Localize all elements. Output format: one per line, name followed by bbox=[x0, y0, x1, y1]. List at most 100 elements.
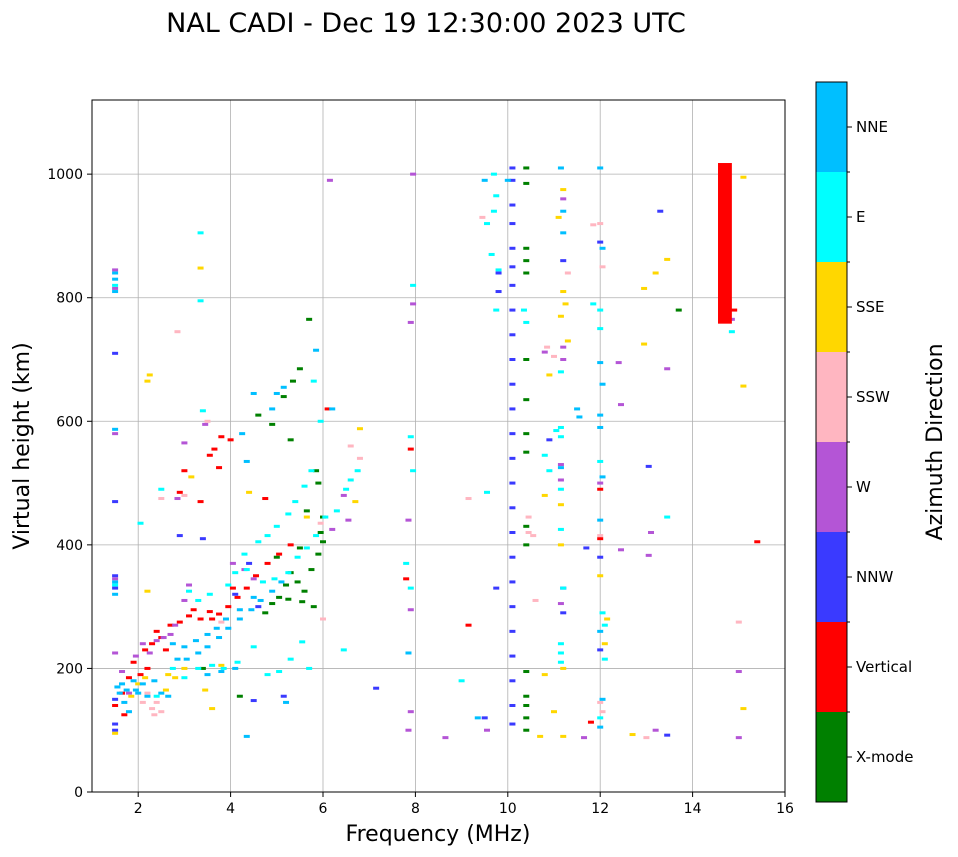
point-e bbox=[273, 524, 280, 528]
point-e bbox=[557, 435, 564, 439]
point-nnw bbox=[493, 586, 500, 590]
point-nne bbox=[130, 679, 137, 683]
point-ssw bbox=[590, 223, 597, 227]
point-nne bbox=[116, 691, 123, 695]
point-x-mode bbox=[269, 602, 276, 606]
colorbar-segment-sse bbox=[816, 262, 847, 352]
y-tick-label: 600 bbox=[56, 414, 83, 430]
x-axis-label: Frequency (MHz) bbox=[346, 822, 531, 847]
point-nnw bbox=[657, 209, 664, 213]
point-nne bbox=[283, 700, 290, 704]
point-nnw bbox=[255, 605, 262, 609]
point-e bbox=[553, 429, 560, 433]
point-ssw bbox=[530, 534, 537, 538]
point-vertical bbox=[264, 561, 271, 565]
point-nne bbox=[280, 385, 287, 389]
point-w bbox=[557, 463, 564, 467]
point-sse bbox=[188, 475, 195, 479]
point-e bbox=[225, 583, 232, 587]
point-nnw bbox=[509, 382, 516, 386]
point-sse bbox=[560, 290, 567, 294]
point-e bbox=[271, 577, 278, 581]
point-sse bbox=[146, 373, 153, 377]
point-x-mode bbox=[294, 580, 301, 584]
point-ssw bbox=[144, 691, 151, 695]
point-w bbox=[340, 493, 347, 497]
point-vertical bbox=[754, 540, 761, 544]
point-x-mode bbox=[315, 552, 322, 556]
point-nne bbox=[204, 632, 211, 636]
point-e bbox=[407, 586, 414, 590]
point-w bbox=[560, 197, 567, 201]
y-axis-label: Virtual height (km) bbox=[10, 342, 35, 549]
point-w bbox=[167, 632, 174, 636]
point-sse bbox=[165, 673, 172, 677]
point-w bbox=[541, 350, 548, 354]
point-x-mode bbox=[523, 166, 530, 170]
point-sse bbox=[303, 515, 310, 519]
colorbar-segment-e bbox=[816, 172, 847, 262]
point-e bbox=[195, 666, 202, 670]
point-ssw bbox=[139, 700, 146, 704]
data-points bbox=[112, 163, 761, 740]
point-vertical bbox=[287, 543, 294, 547]
point-vertical bbox=[206, 610, 213, 614]
point-nne bbox=[213, 626, 220, 630]
point-x-mode bbox=[523, 450, 530, 454]
point-nne bbox=[119, 682, 126, 686]
colorbar-segment-x-mode bbox=[816, 712, 847, 802]
point-nne bbox=[597, 413, 604, 417]
point-nnw bbox=[250, 699, 257, 703]
point-x-mode bbox=[306, 317, 313, 321]
point-nne bbox=[222, 617, 229, 621]
point-nnw bbox=[509, 203, 516, 207]
colorbar-label-nne: NNE bbox=[856, 118, 888, 136]
point-e bbox=[403, 561, 410, 565]
point-nne bbox=[236, 608, 243, 612]
point-ssw bbox=[544, 345, 551, 349]
point-nnw bbox=[199, 537, 206, 541]
point-nnw bbox=[509, 265, 516, 269]
point-w bbox=[119, 670, 126, 674]
point-sse bbox=[560, 734, 567, 738]
point-sse bbox=[181, 666, 188, 670]
point-e bbox=[493, 194, 500, 198]
point-nne bbox=[216, 636, 223, 640]
point-sse bbox=[629, 733, 636, 737]
point-nnw bbox=[509, 722, 516, 726]
point-e bbox=[347, 478, 354, 482]
point-sse bbox=[352, 500, 359, 504]
point-w bbox=[410, 302, 417, 306]
point-x-mode bbox=[523, 398, 530, 402]
point-ssw bbox=[525, 515, 532, 519]
point-w bbox=[326, 178, 333, 182]
point-nne bbox=[195, 651, 202, 655]
point-sse bbox=[597, 574, 604, 578]
point-e bbox=[209, 663, 216, 667]
point-e bbox=[243, 568, 250, 572]
point-nne bbox=[243, 734, 250, 738]
point-nnw bbox=[509, 178, 516, 182]
colorbar-label-x-mode: X-mode bbox=[856, 748, 913, 766]
point-ssw bbox=[347, 444, 354, 448]
point-nnw bbox=[112, 722, 119, 726]
point-x-mode bbox=[236, 694, 243, 698]
point-sse bbox=[560, 188, 567, 192]
point-nne bbox=[269, 589, 276, 593]
point-vertical bbox=[181, 469, 188, 473]
point-nne bbox=[248, 608, 255, 612]
point-e bbox=[333, 509, 340, 513]
point-e bbox=[153, 694, 160, 698]
point-nnw bbox=[112, 586, 119, 590]
point-nnw bbox=[509, 506, 516, 510]
point-vertical bbox=[121, 713, 128, 717]
point-x-mode bbox=[296, 367, 303, 371]
point-e bbox=[484, 222, 491, 226]
point-vertical bbox=[587, 720, 594, 724]
point-vertical bbox=[403, 577, 410, 581]
point-ssw bbox=[204, 419, 211, 423]
point-e bbox=[317, 419, 324, 423]
point-ssw bbox=[158, 710, 165, 714]
point-nnw bbox=[176, 534, 183, 538]
point-ssw bbox=[174, 330, 181, 334]
